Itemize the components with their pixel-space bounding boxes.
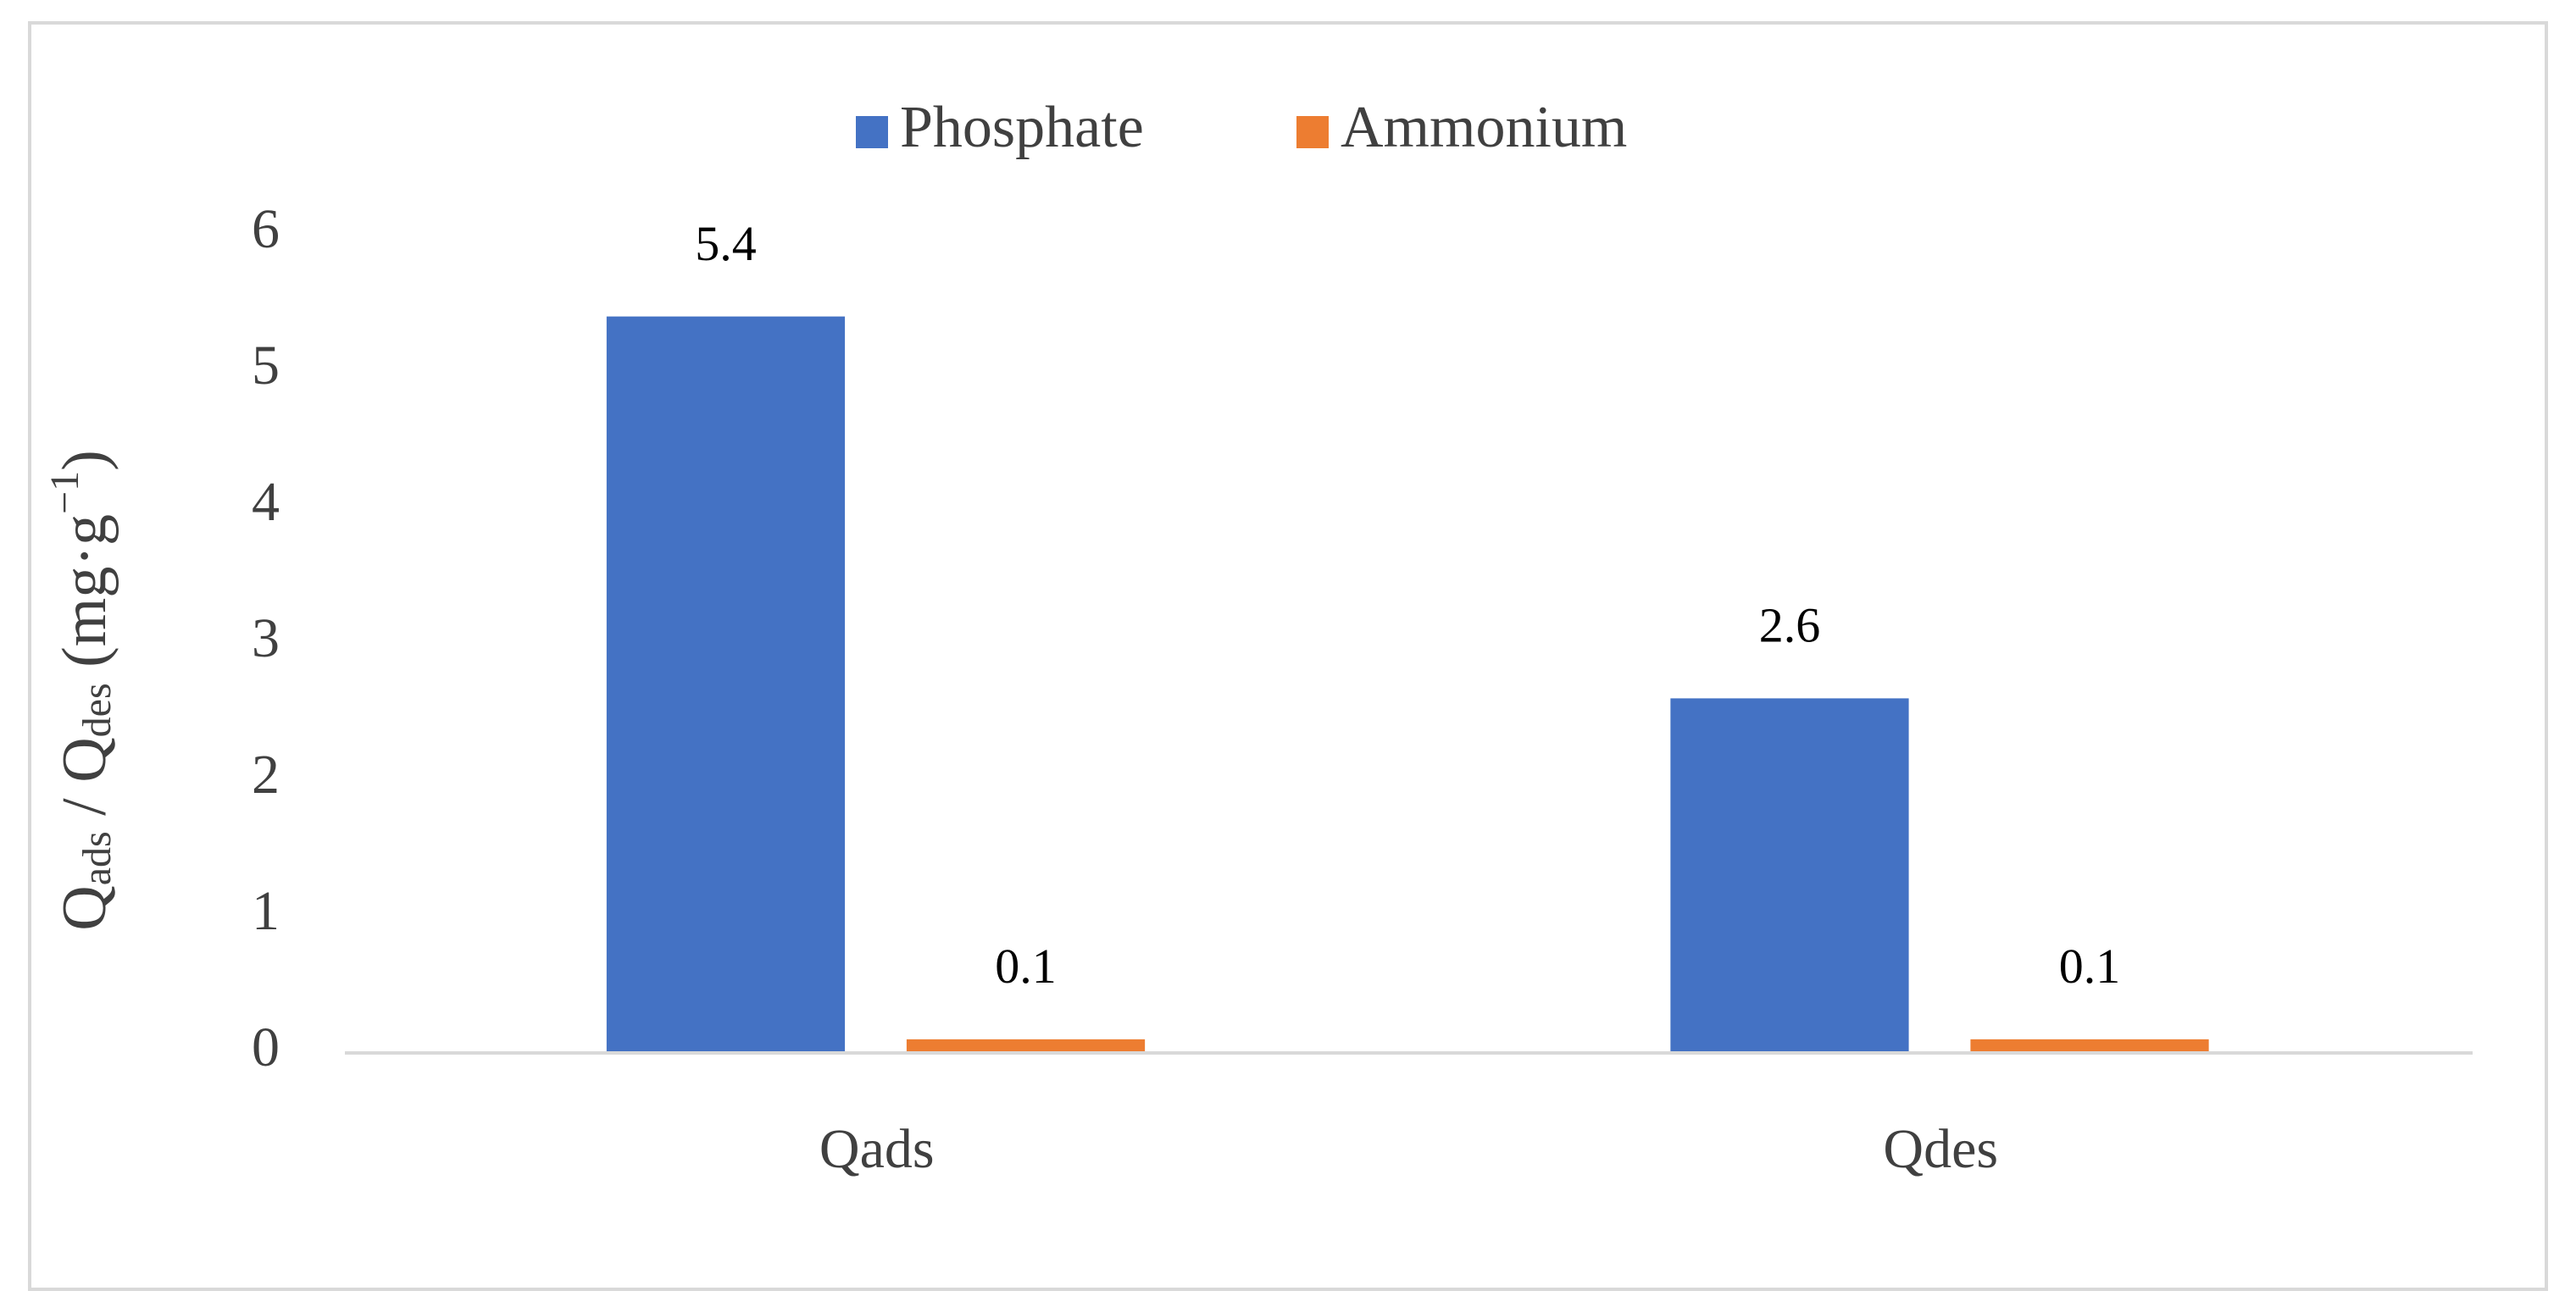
y-title-part: / Q [50, 737, 119, 831]
data-label: 5.4 [695, 216, 757, 271]
x-tick-label: Qdes [1883, 1118, 1998, 1180]
y-tick-label: 3 [252, 607, 280, 669]
y-title-sub: des [75, 683, 119, 737]
y-title-part: (mg·g [50, 514, 119, 683]
legend-swatch [1296, 116, 1329, 148]
legend-label: Phosphate [900, 95, 1144, 160]
y-tick-label: 5 [252, 335, 280, 396]
x-tick-label: Qads [819, 1118, 935, 1180]
legend-swatch [856, 116, 888, 148]
y-tick-label: 1 [252, 880, 280, 942]
y-tick-label: 4 [252, 471, 280, 533]
chart-border [28, 21, 2548, 1291]
bar [906, 1039, 1146, 1053]
data-label: 2.6 [1759, 598, 1821, 653]
bar [1670, 698, 1909, 1053]
y-title-sub: ads [75, 831, 119, 885]
legend-label: Ammonium [1341, 95, 1627, 160]
y-title-part: ) [50, 450, 119, 471]
data-label: 0.1 [2059, 939, 2121, 994]
y-title-part: Q [50, 885, 119, 930]
bar [1970, 1039, 2209, 1053]
y-title-sup: −1 [42, 471, 87, 514]
y-tick-label: 6 [252, 198, 280, 260]
bar [606, 316, 846, 1054]
y-axis-title: Qads / Qdes (mg·g−1) [42, 450, 119, 931]
y-tick-label: 2 [252, 744, 280, 806]
y-tick-label: 0 [252, 1017, 280, 1078]
data-label: 0.1 [995, 939, 1057, 994]
